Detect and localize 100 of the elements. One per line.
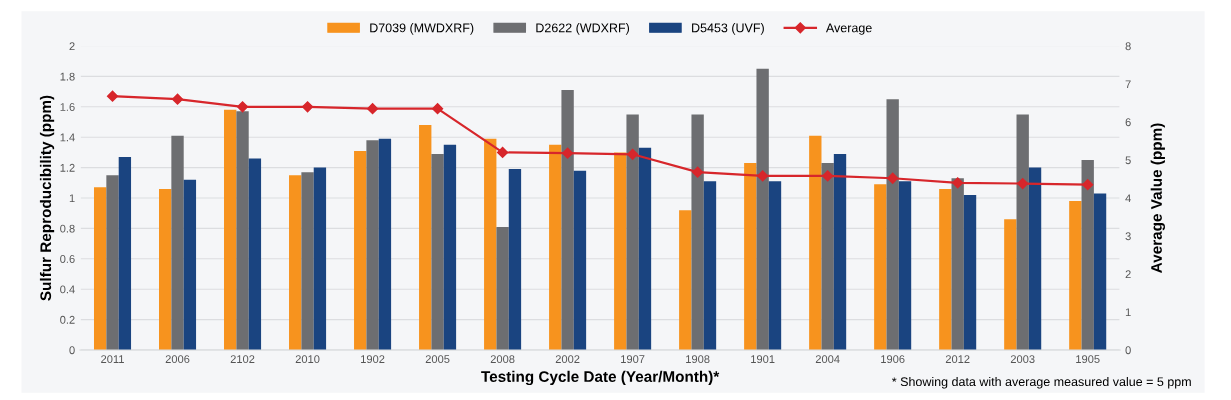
bar: [1069, 201, 1082, 350]
y-tick-label: 0.8: [60, 224, 75, 233]
bar: [171, 135, 184, 350]
y-tick-label: 0: [69, 346, 75, 355]
bar: [378, 138, 392, 350]
y2-axis-title: Average Value (ppm): [1150, 123, 1165, 273]
bar: [1004, 219, 1017, 350]
y-axis-title: Sulfur Reproducibility (ppm): [39, 95, 55, 301]
y2-tick-label: 2: [1125, 270, 1131, 279]
legend-label: D2622 (WDXRF): [536, 23, 630, 35]
point: [562, 147, 574, 159]
text: * Showing data with average measured value = 5 ppm: [891, 376, 1191, 389]
bar: [1093, 193, 1107, 350]
y-tick-label: 0.4: [60, 285, 75, 294]
y2-tick-label: 3: [1125, 232, 1131, 241]
bar: [93, 187, 107, 350]
bar: [419, 125, 432, 350]
x-tick-label: 2002: [555, 355, 580, 364]
point: [952, 177, 964, 189]
point: [887, 172, 899, 184]
point: [496, 146, 509, 159]
bar: [561, 90, 574, 350]
point: [106, 90, 119, 102]
legend-label: D7039 (MWDXRF): [370, 23, 474, 35]
y-tick-label: 0.6: [60, 255, 75, 263]
point: [757, 170, 769, 182]
x-tick-label: 1907: [621, 355, 645, 364]
point: [366, 103, 379, 115]
bar: [821, 163, 834, 350]
bar: [679, 210, 692, 350]
bar: [301, 172, 314, 350]
x-axis-title: Testing Cycle Date (Year/Month)*: [481, 370, 720, 386]
bar: [626, 114, 639, 350]
bar: [224, 109, 237, 350]
point: [1082, 179, 1094, 191]
x-tick-label: 2004: [815, 355, 840, 364]
y2-tick-label: 8: [1125, 42, 1131, 51]
point: [822, 170, 834, 182]
bar: [886, 99, 899, 350]
y-tick-label: 1.2: [60, 163, 75, 172]
bar: [484, 138, 497, 350]
bar: [809, 135, 822, 350]
bar: [963, 194, 977, 350]
x-tick-label: 1901: [751, 355, 775, 364]
bar: [744, 163, 757, 350]
point: [301, 101, 314, 113]
bar: [874, 184, 887, 350]
legend-label: Average: [825, 23, 872, 35]
bar: [508, 169, 522, 350]
legend-label: D5453 (UVF): [692, 23, 764, 35]
x-tick-label: 2006: [165, 355, 190, 364]
bar: [366, 140, 379, 350]
bar: [248, 158, 262, 350]
y2-tick-label: 1: [1125, 308, 1131, 317]
bar: [549, 144, 562, 350]
point: [692, 166, 704, 178]
y2-tick-label: 5: [1125, 156, 1131, 165]
bar: [691, 114, 704, 350]
y2-tick-label: 6: [1125, 118, 1131, 127]
bar: [833, 153, 847, 350]
point: [236, 101, 249, 113]
bar: [1081, 160, 1094, 350]
y-tick-label: 2: [69, 42, 75, 51]
bar: [106, 175, 119, 350]
x-tick-label: 2012: [945, 355, 970, 364]
x-tick-label: 1906: [881, 355, 905, 364]
bar: [118, 156, 132, 350]
bar: [1016, 114, 1029, 350]
bar: [573, 170, 587, 350]
bar: [703, 181, 717, 350]
y-tick-label: 1.8: [60, 72, 75, 81]
x-tick-label: 2010: [295, 355, 320, 364]
x-tick-label: 2003: [1010, 355, 1035, 364]
bar: [443, 144, 457, 350]
x-tick-label: 1905: [1076, 355, 1100, 364]
y2-tick-label: 4: [1125, 194, 1131, 203]
bar: [159, 188, 172, 350]
bar: [183, 179, 197, 350]
bar: [1028, 167, 1042, 350]
bar: [768, 181, 782, 350]
y-tick-label: 0.2: [60, 315, 75, 324]
bar: [756, 68, 769, 350]
bar: [431, 153, 444, 350]
bar: [614, 152, 627, 350]
point: [431, 103, 444, 115]
bar: [236, 111, 249, 350]
bar: [638, 147, 652, 350]
bar: [898, 181, 912, 350]
bar: [354, 150, 367, 350]
x-tick-label: 1902: [361, 355, 385, 364]
bar: [939, 188, 952, 350]
y-tick-label: 1.6: [60, 103, 75, 111]
bar: [313, 167, 327, 350]
y2-tick-label: 0: [1125, 346, 1131, 355]
point: [1017, 177, 1029, 190]
y2-tick-label: 7: [1125, 80, 1131, 89]
y-tick-label: 1.4: [60, 133, 75, 142]
point: [171, 93, 184, 105]
x-tick-label: 2102: [230, 355, 255, 364]
bar: [951, 178, 964, 350]
